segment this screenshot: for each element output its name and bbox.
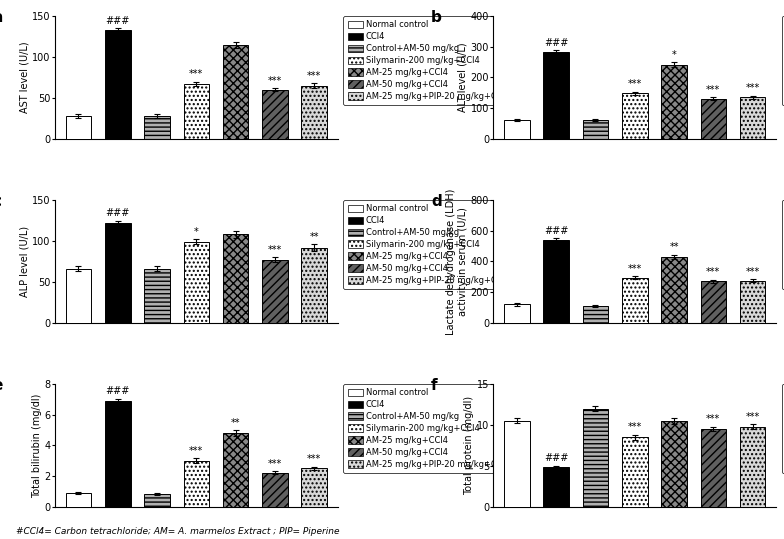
Bar [105,401,130,507]
Text: a: a [0,10,3,25]
Text: *: * [194,227,198,237]
Bar [740,281,765,323]
Bar [622,278,648,323]
Legend: Normal control, CCl4, Control+AM-50 mg/kg, Silymarin-200 mg/kg+CCl4, AM-25 mg/kg: Normal control, CCl4, Control+AM-50 mg/k… [782,16,784,105]
Bar [105,223,130,323]
Text: ***: *** [706,414,720,424]
Bar [583,120,608,139]
Bar [223,433,249,507]
Bar [583,306,608,323]
Text: ###: ### [106,16,130,26]
Bar [661,257,687,323]
Text: ***: *** [746,412,760,421]
Text: ***: *** [628,79,642,89]
Text: #CCl4= Carbon tetrachloride; AM= A. marmelos Extract ; PIP= Piperine: #CCl4= Carbon tetrachloride; AM= A. marm… [16,527,339,536]
Bar [183,84,209,139]
Text: ###: ### [544,453,568,464]
Text: ***: *** [628,264,642,273]
Text: *: * [672,50,677,60]
Bar [622,437,648,507]
Bar [262,473,288,507]
Legend: Normal control, CCl4, Control+AM-50 mg/kg, Silymarin-200 mg/kg+CCl4, AM-25 mg/kg: Normal control, CCl4, Control+AM-50 mg/k… [343,384,514,473]
Bar [301,247,327,323]
Bar [144,269,170,323]
Bar [504,421,530,507]
Bar [701,99,726,139]
Legend: Normal control, CCl4, Control+AM-50 mg/kg, Silymarin-200 mg/kg+CCl4, AM-25 mg/kg: Normal control, CCl4, Control+AM-50 mg/k… [782,384,784,473]
Bar [543,240,569,323]
Bar [66,493,91,507]
Bar [301,468,327,507]
Y-axis label: AST level (U/L): AST level (U/L) [20,42,30,113]
Legend: Normal control, CCl4, Control+AM-50 mg/kg, Silymarin-200 mg/kg+CCl4, AM-25 mg/kg: Normal control, CCl4, Control+AM-50 mg/k… [782,200,784,289]
Text: ***: *** [268,459,282,469]
Text: c: c [0,194,2,209]
Legend: Normal control, CCl4, Control+AM-50 mg/kg, Silymarin-200 mg/kg+CCl4, AM-25 mg/kg: Normal control, CCl4, Control+AM-50 mg/k… [343,16,514,105]
Bar [301,86,327,139]
Text: **: ** [230,418,241,427]
Text: ###: ### [106,208,130,218]
Text: ***: *** [628,422,642,432]
Bar [144,116,170,139]
Bar [144,494,170,507]
Bar [504,120,530,139]
Text: **: ** [310,232,319,242]
Y-axis label: Total protein (mg/dl): Total protein (mg/dl) [464,396,474,495]
Text: ***: *** [189,446,203,456]
Bar [740,426,765,507]
Text: ***: *** [746,84,760,93]
Bar [262,260,288,323]
Bar [701,429,726,507]
Text: ***: *** [307,454,321,464]
Bar [262,89,288,139]
Text: **: ** [670,242,679,252]
Text: ###: ### [544,38,568,48]
Bar [622,93,648,139]
Text: f: f [431,378,437,393]
Text: ###: ### [544,226,568,236]
Text: ***: *** [189,69,203,79]
Text: ***: *** [706,85,720,95]
Bar [183,242,209,323]
Bar [223,45,249,139]
Bar [66,269,91,323]
Text: ###: ### [106,386,130,396]
Text: ***: *** [706,267,720,278]
Text: b: b [431,10,442,25]
Text: ***: *** [268,75,282,86]
Y-axis label: ALP level (U/L): ALP level (U/L) [20,226,30,297]
Bar [105,30,130,139]
Y-axis label: ALT level (U/L): ALT level (U/L) [458,43,468,112]
Bar [543,467,569,507]
Bar [183,461,209,507]
Text: d: d [431,194,442,209]
Bar [66,116,91,139]
Text: ***: *** [746,267,760,277]
Text: ***: *** [307,71,321,81]
Bar [223,234,249,323]
Bar [701,281,726,323]
Bar [661,65,687,139]
Y-axis label: Lactate dehydrogenase (LDH)
activity in serum (U/L): Lactate dehydrogenase (LDH) activity in … [446,188,468,335]
Y-axis label: Total bilirubin (mg/dl): Total bilirubin (mg/dl) [31,393,42,497]
Text: ***: *** [268,245,282,255]
Bar [543,52,569,139]
Bar [504,305,530,323]
Bar [583,409,608,507]
Text: e: e [0,378,3,393]
Bar [740,98,765,139]
Legend: Normal control, CCl4, Control+AM-50 mg/kg, Silymarin-200 mg/kg+CCl4, AM-25 mg/kg: Normal control, CCl4, Control+AM-50 mg/k… [343,200,514,289]
Bar [661,421,687,507]
